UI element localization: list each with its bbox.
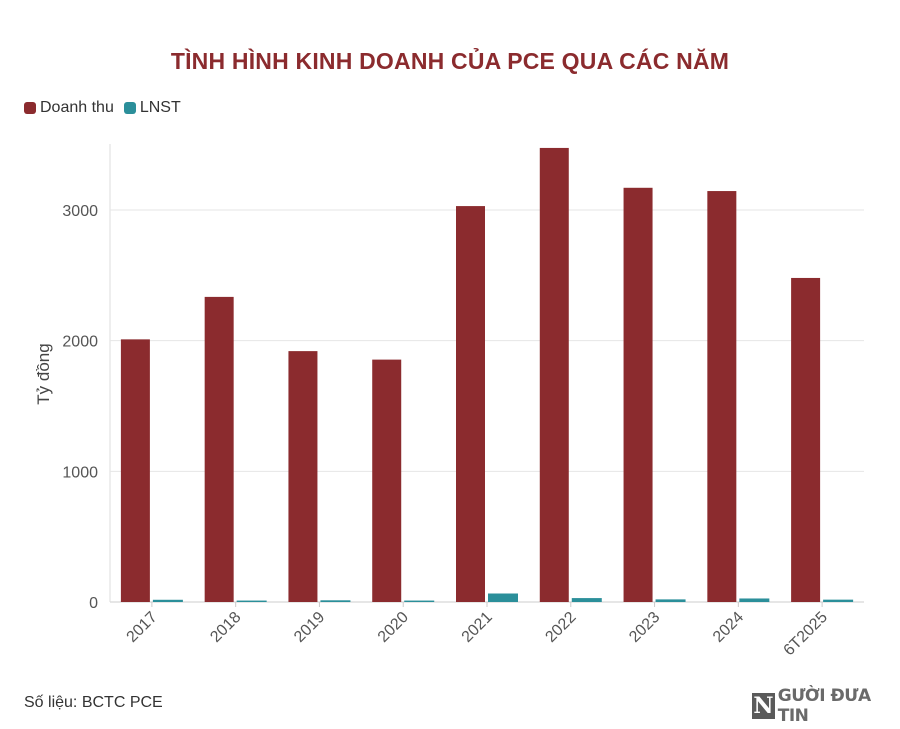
bar-lnst-2022[interactable] bbox=[571, 598, 602, 602]
y-tick-label: 3000 bbox=[62, 203, 98, 220]
logo-letter: N bbox=[752, 693, 775, 719]
bar-doanh-thu-2018[interactable] bbox=[204, 296, 234, 602]
bars bbox=[120, 147, 854, 602]
y-tick-label: 2000 bbox=[62, 334, 98, 351]
x-tick-label: 2018 bbox=[207, 609, 244, 646]
bar-lnst-2021[interactable] bbox=[488, 593, 518, 602]
bar-doanh-thu-2022[interactable] bbox=[539, 147, 569, 602]
legend-label-doanh-thu: Doanh thu bbox=[40, 99, 114, 116]
bar-doanh-thu-2019[interactable] bbox=[288, 351, 318, 602]
bar-doanh-thu-6T2025[interactable] bbox=[791, 277, 821, 602]
source-note: Số liệu: BCTC PCE bbox=[24, 694, 163, 711]
y-tick-label: 0 bbox=[89, 595, 98, 612]
x-tick-label: 2019 bbox=[291, 609, 328, 646]
bar-lnst-2018[interactable] bbox=[236, 600, 267, 602]
x-tick-label: 2021 bbox=[459, 609, 496, 646]
bar-doanh-thu-2023[interactable] bbox=[623, 187, 653, 602]
bar-lnst-2024[interactable] bbox=[739, 598, 770, 602]
publisher-logo: N GƯỜI ĐƯA TIN bbox=[752, 686, 900, 726]
legend-label-lnst: LNST bbox=[139, 99, 181, 116]
bar-doanh-thu-2020[interactable] bbox=[372, 359, 402, 602]
y-tick-label: 1000 bbox=[62, 464, 98, 481]
chart-title: TÌNH HÌNH KINH DOANH CỦA PCE QUA CÁC NĂM bbox=[170, 48, 730, 74]
x-tick-label: 2020 bbox=[375, 609, 412, 646]
x-tick-label: 6T2025 bbox=[781, 609, 831, 659]
bar-lnst-2017[interactable] bbox=[152, 599, 183, 602]
x-tick-label: 2023 bbox=[626, 609, 663, 646]
legend-item-doanh-thu[interactable]: Doanh thu bbox=[24, 99, 114, 117]
legend-swatch-lnst bbox=[123, 102, 136, 114]
bar-lnst-2020[interactable] bbox=[404, 600, 435, 602]
x-axis-ticks: 2017 2018 2019 2020 2021 2022 2023 2024 6T2025 bbox=[124, 602, 831, 659]
legend-swatch-doanh-thu bbox=[24, 102, 36, 114]
bar-lnst-2023[interactable] bbox=[655, 599, 686, 602]
legend-item-lnst[interactable]: LNST bbox=[123, 99, 181, 117]
bar-doanh-thu-2021[interactable] bbox=[456, 206, 485, 602]
bar-lnst-6T2025[interactable] bbox=[823, 599, 854, 602]
legend: Doanh thu LNST bbox=[24, 99, 191, 117]
x-tick-label: 2017 bbox=[124, 609, 161, 646]
logo-text: GƯỜI ĐƯA TIN bbox=[777, 686, 871, 726]
bar-lnst-2019[interactable] bbox=[320, 600, 351, 602]
y-axis-label: Tỷ đồng bbox=[34, 343, 53, 404]
y-axis-ticks: 0 1000 2000 3000 bbox=[62, 203, 98, 612]
x-tick-label: 2022 bbox=[542, 609, 579, 646]
bar-doanh-thu-2024[interactable] bbox=[707, 191, 737, 602]
bar-doanh-thu-2017[interactable] bbox=[120, 339, 150, 602]
x-tick-label: 2024 bbox=[710, 609, 747, 646]
